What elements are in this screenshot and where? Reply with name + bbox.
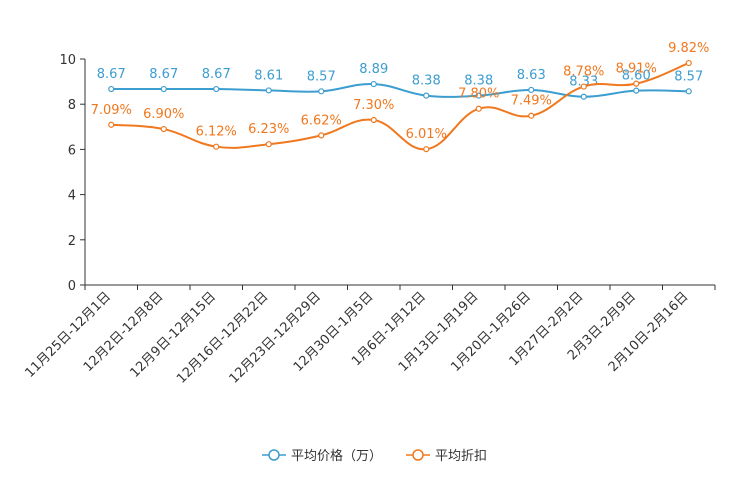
legend-marker [268,449,280,461]
data-point[interactable] [685,59,692,67]
data-point[interactable] [108,121,115,128]
data-label: 8.67 [149,67,178,82]
data-point[interactable] [580,83,587,90]
data-point[interactable] [580,93,587,100]
data-label: 8.78% [563,65,604,80]
data-point[interactable] [528,86,535,94]
series-1: 8.67 8.67 8.67 8.61 8.57 8.89 8.38 8.38 8.63 8.33… [97,62,703,100]
data-label: 6.62% [301,113,342,128]
data-point[interactable] [633,87,640,94]
data-label: 8.89 [359,62,388,77]
data-label: 6.01% [406,127,447,142]
y-tick-label: 6 [68,143,76,158]
data-point[interactable] [370,116,377,124]
data-point[interactable] [475,92,482,99]
series-line [111,83,689,98]
y-tick-label: 8 [68,98,76,113]
data-label: 8.38 [412,74,441,89]
data-point[interactable] [318,132,325,139]
data-label: 7.80% [458,87,499,102]
x-tick-label: 12月16日-12月22日 [174,289,271,386]
x-tick-label: 12月23日-12月29日 [227,289,324,386]
legend: 平均价格（万） 平均折扣 [262,448,487,464]
data-label: 8.57 [674,69,703,84]
data-point[interactable] [213,143,220,150]
data-label: 7.30% [353,98,394,113]
data-point[interactable] [160,125,167,133]
data-point[interactable] [423,146,430,153]
plot-area: 8.67 8.67 8.67 8.61 8.57 8.89 8.38 8.38 8.63 8.33… [91,41,709,153]
data-label: 8.57 [307,69,336,84]
data-label: 8.91% [616,62,657,77]
x-tick-label: 11月25日-12月1日 [22,289,114,381]
data-label: 7.09% [91,103,132,118]
data-point[interactable] [423,92,430,99]
y-tick-label: 4 [68,189,76,204]
y-tick-label: 0 [68,279,76,294]
data-point[interactable] [108,85,115,93]
data-label: 8.67 [97,67,126,82]
data-label: 8.33 [569,75,598,90]
data-label: 8.60 [622,69,651,84]
legend-item-1[interactable]: 平均价格（万） [262,448,382,464]
y-tick-label: 2 [68,234,76,249]
data-label: 6.12% [196,125,237,140]
data-label: 6.23% [248,122,289,137]
data-label: 8.63 [517,68,546,83]
y-tick-label: 10 [59,53,76,68]
legend-marker [412,449,424,461]
data-point[interactable] [633,80,640,87]
data-label: 9.82% [668,41,709,56]
data-label: 8.61 [254,68,283,83]
data-label: 8.38 [464,74,493,89]
data-label: 7.49% [511,94,552,109]
data-point[interactable] [265,141,272,148]
legend-label: 平均价格（万） [291,448,382,464]
data-point[interactable] [213,85,220,93]
data-point[interactable] [160,85,167,93]
data-label: 8.67 [202,67,231,82]
series-2: 7.09% 6.90% 6.12% 6.23% 6.62% 7.30% 6.01% 7.80%… [91,41,709,153]
data-point[interactable] [685,88,692,95]
legend-label: 平均折扣 [435,449,487,464]
legend-item-2[interactable]: 平均折扣 [406,449,487,464]
data-point[interactable] [475,105,482,112]
data-point[interactable] [528,112,535,119]
data-label: 6.90% [143,107,184,122]
data-point[interactable] [318,88,325,95]
data-point[interactable] [265,87,272,94]
data-point[interactable] [370,80,377,88]
